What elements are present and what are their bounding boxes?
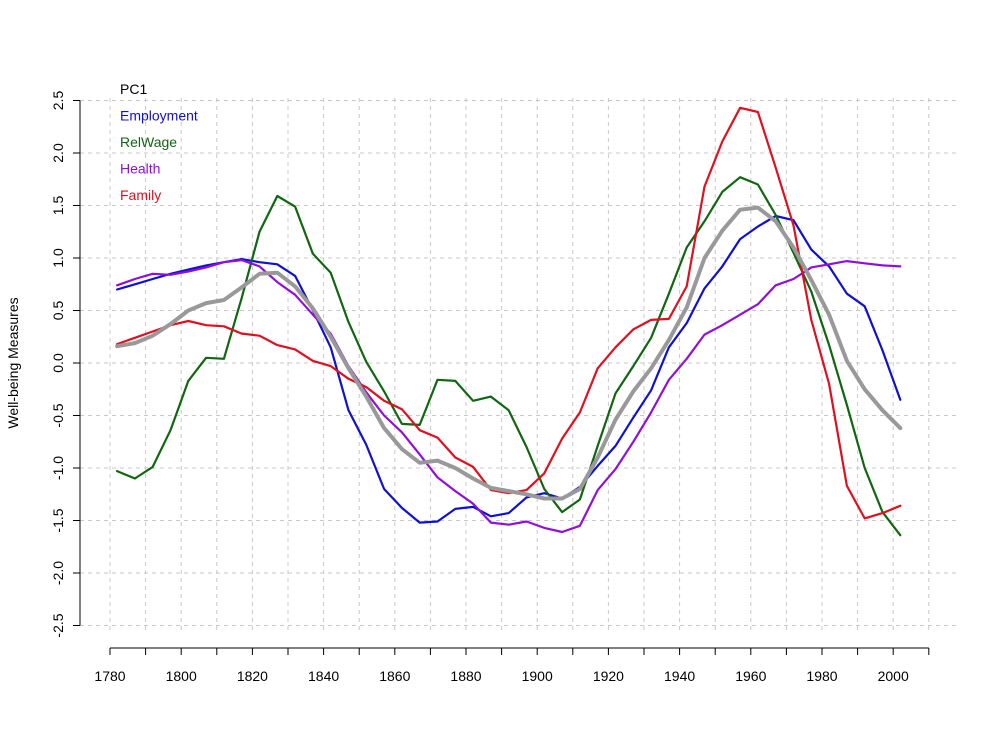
x-tick-label: 1980 [806, 668, 837, 684]
x-tick-label: 1960 [735, 668, 766, 684]
legend-entry-employment: Employment [120, 108, 198, 124]
y-tick-label: 0.5 [50, 301, 66, 321]
legend-entry-relwage: RelWage [120, 134, 177, 150]
series-line-pc1 [115, 205, 903, 501]
x-tick-label: 1920 [593, 668, 624, 684]
series-line-family [115, 106, 902, 520]
legend-entry-family: Family [120, 187, 161, 203]
x-tick-label: 1800 [166, 668, 197, 684]
y-tick-label: -2.0 [50, 561, 66, 585]
grid [80, 98, 958, 630]
x-tick-label: 1900 [522, 668, 553, 684]
series-lines [115, 106, 903, 537]
legend-entry-health: Health [120, 161, 160, 177]
series-line-relwage [115, 176, 902, 537]
y-tick-label: -2.5 [50, 613, 66, 637]
legend-entry-pc1: PC1 [120, 81, 147, 97]
x-tick-label: 1860 [379, 668, 410, 684]
y-tick-label: -1.0 [50, 456, 66, 480]
x-tick-label: 1940 [664, 668, 695, 684]
series-line-employment [115, 214, 902, 524]
y-tick-label: 2.0 [50, 143, 66, 163]
axes: -2.5 -2.0 -1.5 -1.0 -0.5 0.0 0.5 1.0 1.5 2.0 2.5 17… [50, 91, 930, 684]
x-tick-label: 1820 [237, 668, 268, 684]
y-tick-label: -1.5 [50, 508, 66, 532]
x-tick-label: 2000 [878, 668, 909, 684]
y-tick-label: 0.0 [50, 353, 66, 373]
x-tick-label: 1780 [94, 668, 125, 684]
y-axis-title: Well-being Measures [5, 297, 21, 428]
x-tick-label: 1880 [450, 668, 481, 684]
y-tick-label: 2.5 [50, 91, 66, 111]
y-tick-label: 1.0 [50, 248, 66, 268]
y-tick-label: -0.5 [50, 403, 66, 427]
legend: PC1 Employment RelWage Health Family [120, 81, 198, 203]
series-line-health [115, 259, 902, 534]
x-tick-label: 1840 [308, 668, 339, 684]
y-tick-label: 1.5 [50, 196, 66, 216]
